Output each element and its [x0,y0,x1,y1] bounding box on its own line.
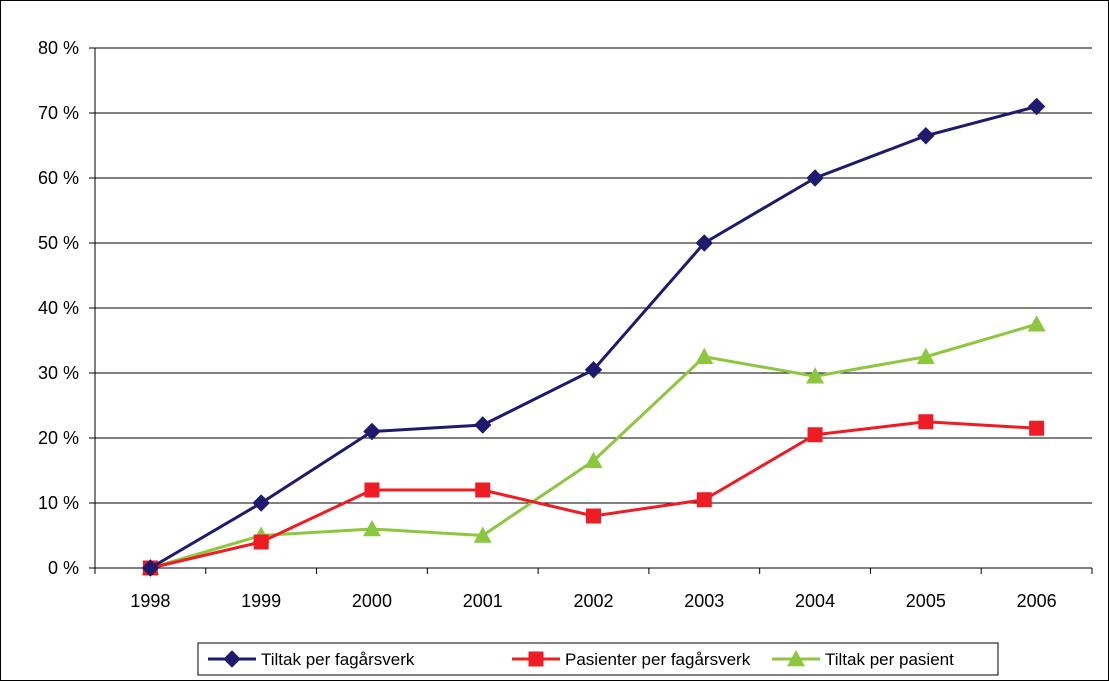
series-2 [141,315,1046,576]
x-tick-label: 2003 [684,591,724,611]
y-tick-label: 0 % [48,558,79,578]
y-tick-label: 10 % [38,493,79,513]
data-point [918,414,934,430]
data-point [584,361,603,379]
y-tick-label: 40 % [38,298,79,318]
x-tick-label: 2002 [573,591,613,611]
data-point [1027,97,1046,116]
data-point [363,422,381,441]
data-point [806,367,825,384]
data-point [584,451,603,468]
x-tick-label: 2004 [795,591,835,611]
data-point [362,520,381,537]
y-axis-tick-labels: 0 % 10 % 20 % 30 % 40 % 50 % 60 % 70 % 80 % [38,38,79,578]
y-tick-label: 70 % [38,103,79,123]
data-point [1029,420,1045,436]
data-point [474,416,492,434]
series-line [150,420,1037,570]
data-point [141,559,160,577]
y-tick-label: 30 % [38,363,79,383]
series-0 [141,97,1046,577]
legend-entry-2: Tiltak per pasient [772,650,954,669]
legend-marker [528,651,544,667]
legend-label: Tiltak per pasient [825,650,954,669]
legend-label: Pasienter per fagårsverk [565,650,751,669]
series-line [149,105,1037,570]
axes [89,47,1093,574]
y-tick-label: 50 % [38,233,79,253]
data-point [807,427,823,443]
legend-marker [787,650,805,667]
data-point [806,169,824,187]
legend-box [197,642,999,676]
data-point [696,492,712,508]
data-point [364,482,380,498]
legend-marker [223,650,241,668]
legend-entry-0: Tiltak per fagårsverk [208,650,415,669]
data-point [475,482,491,498]
x-tick-label: 1998 [130,591,170,611]
data-point [1027,315,1046,332]
data-point [695,347,714,364]
x-tick-label: 2006 [1017,591,1057,611]
legend-label: Tiltak per fagårsverk [261,650,415,669]
data-point [917,127,935,145]
x-tick-label: 2001 [463,591,503,611]
x-axis-tick-labels: 1998 1999 2000 2001 2002 2003 2004 2005 2006 [130,591,1056,611]
y-tick-label: 60 % [38,168,79,188]
data-point [586,508,601,524]
x-tick-label: 2000 [352,591,392,611]
y-tick-label: 80 % [38,38,79,58]
series-layer [141,97,1046,577]
data-point [473,526,492,543]
x-tick-label: 1999 [241,591,281,611]
gridlines [95,47,1092,504]
data-point [253,534,269,550]
data-point [695,234,713,252]
y-tick-label: 20 % [38,428,79,448]
x-tick-label: 2005 [906,591,946,611]
legend: Tiltak per fagårsverk Pasienter per fagår… [197,642,999,676]
data-point [252,494,270,512]
data-point [916,347,935,364]
legend-entry-1: Pasienter per fagårsverk [512,650,751,669]
